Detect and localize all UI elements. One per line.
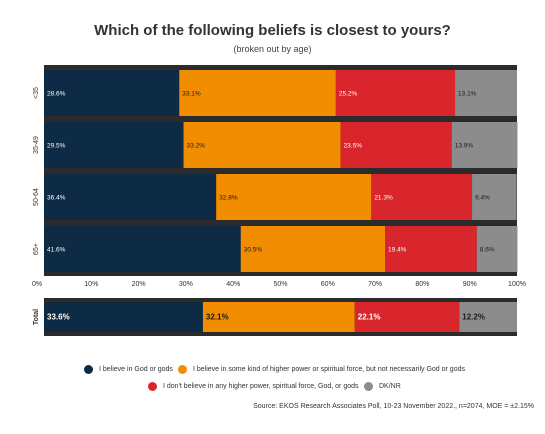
category-label-2: 50-64 (33, 188, 40, 206)
data-label-total-series-0: 33.6% (47, 313, 70, 322)
chart-title: Which of the following beliefs is closes… (94, 22, 451, 39)
data-label-total-series-1: 32.1% (206, 313, 229, 322)
data-label-2-series-1: 32.8% (219, 195, 238, 202)
bar-0-series-1 (179, 70, 336, 116)
data-label-3-series-3: 8.6% (480, 247, 495, 254)
legend-label-no-belief: I don't believe in any higher power, spi… (163, 383, 359, 390)
x-tick-label-9: 90% (463, 281, 477, 288)
bar-3-series-2 (385, 226, 477, 272)
data-label-1-series-2: 23.5% (344, 143, 363, 150)
bar-2-series-1 (216, 174, 372, 220)
bar-2-series-0 (44, 174, 217, 220)
bar-2-series-3 (472, 174, 517, 220)
data-label-0-series-2: 25.2% (339, 91, 358, 98)
data-label-1-series-1: 33.2% (187, 143, 206, 150)
legend-item-dknr: DK/NR (364, 382, 401, 391)
bar-3-series-1 (240, 226, 386, 272)
data-label-0-series-0: 28.6% (47, 91, 66, 98)
legend-swatch-no-belief (148, 382, 157, 391)
data-label-1-series-3: 13.9% (455, 143, 474, 150)
x-tick-label-10: 100% (508, 281, 526, 288)
data-label-total-series-3: 12.2% (462, 313, 485, 322)
legend-item-god: I believe in God or gods (84, 365, 173, 374)
bar-0-series-3 (455, 70, 517, 116)
category-label-3: 65+ (33, 243, 40, 255)
data-label-2-series-3: 9.4% (475, 195, 490, 202)
legend-swatch-god (84, 365, 93, 374)
data-label-3-series-1: 30.5% (244, 247, 263, 254)
data-label-3-series-0: 41.6% (47, 247, 66, 254)
legend-swatch-higher-power (178, 365, 187, 374)
data-label-2-series-0: 36.4% (47, 195, 66, 202)
x-tick-label-0: 0% (32, 281, 42, 288)
legend-item-no-belief: I don't believe in any higher power, spi… (148, 382, 359, 391)
legend-item-higher-power: I believe in some kind of higher power o… (178, 365, 465, 374)
bar-total-series-0 (44, 302, 203, 332)
bar-0-series-2 (335, 70, 456, 116)
legend-label-higher-power: I believe in some kind of higher power o… (193, 366, 465, 373)
legend-label-dknr: DK/NR (379, 383, 401, 390)
x-tick-label-2: 20% (132, 281, 146, 288)
bar-total-series-3 (459, 302, 517, 332)
legend-label-god: I believe in God or gods (99, 366, 173, 373)
bar-1-series-3 (451, 122, 518, 168)
x-tick-label-3: 30% (179, 281, 193, 288)
legend-swatch-dknr (364, 382, 373, 391)
bar-1-series-1 (183, 122, 341, 168)
x-tick-label-4: 40% (226, 281, 240, 288)
data-label-total-series-2: 22.1% (358, 313, 381, 322)
x-tick-label-8: 80% (415, 281, 429, 288)
bar-3-series-3 (476, 226, 518, 272)
x-tick-label-5: 50% (273, 281, 287, 288)
category-label-1: 35-49 (33, 136, 40, 154)
category-label-0: <35 (33, 87, 40, 99)
x-tick-label-1: 10% (84, 281, 98, 288)
bar-0-series-0 (44, 70, 180, 116)
data-label-2-series-2: 21.3% (374, 195, 393, 202)
data-label-1-series-0: 29.5% (47, 143, 66, 150)
total-category-label: Total (33, 309, 40, 325)
source-note: Source: EKOS Research Associates Poll, 1… (253, 403, 534, 410)
bar-1-series-0 (44, 122, 184, 168)
bar-3-series-0 (44, 226, 241, 272)
bar-2-series-2 (371, 174, 473, 220)
bar-1-series-2 (340, 122, 452, 168)
x-tick-label-6: 60% (321, 281, 335, 288)
data-label-0-series-1: 33.1% (182, 91, 201, 98)
bar-total-series-2 (354, 302, 460, 332)
chart-subtitle: (broken out by age) (233, 44, 312, 54)
data-label-3-series-2: 19.4% (388, 247, 407, 254)
x-tick-label-7: 70% (368, 281, 382, 288)
bar-total-series-1 (202, 302, 355, 332)
data-label-0-series-3: 13.1% (458, 91, 477, 98)
